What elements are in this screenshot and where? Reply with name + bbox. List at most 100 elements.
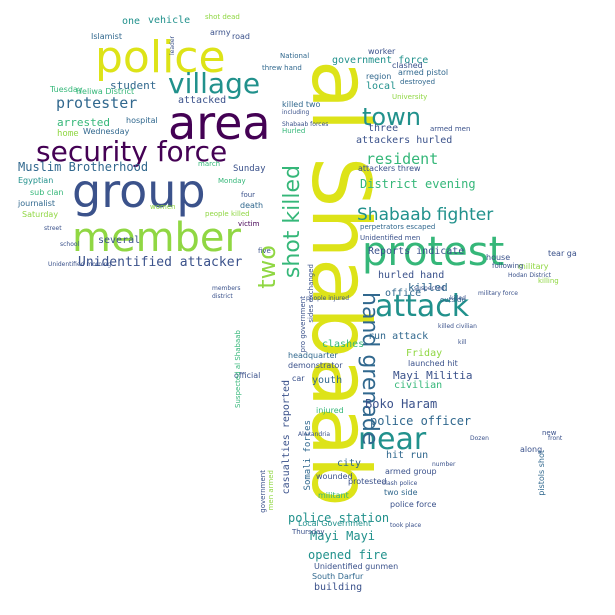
cloud-word: Hurled (282, 127, 306, 135)
cloud-word: hit run (386, 450, 429, 461)
cloud-word: five (258, 247, 271, 255)
cloud-word: leader (169, 36, 176, 56)
cloud-word: road (232, 32, 250, 41)
cloud-word: Friday (406, 348, 443, 359)
cloud-word: killed (450, 295, 466, 302)
cloud-word: student (110, 79, 157, 92)
cloud-word: worker (368, 47, 396, 56)
cloud-word: district (212, 293, 233, 300)
cloud-word: protester (56, 94, 138, 112)
cloud-word: Thursday (292, 528, 325, 536)
cloud-word: near (358, 422, 427, 457)
cloud-word: military (518, 262, 549, 271)
cloud-word: member (72, 215, 241, 261)
cloud-word: town (362, 103, 421, 131)
cloud-word: Local Government (298, 519, 372, 528)
cloud-word: victim (238, 220, 260, 228)
cloud-word: two side (384, 488, 418, 497)
cloud-word: government force (332, 55, 429, 66)
cloud-word: area (168, 96, 271, 150)
cloud-word: Muslim Brotherhood (18, 160, 149, 174)
cloud-word: region (366, 72, 392, 81)
cloud-word: sides exchanged (307, 264, 315, 323)
cloud-word: car (292, 374, 305, 383)
cloud-word: protested (348, 477, 387, 486)
cloud-word: vehicle (148, 15, 191, 26)
cloud-word: Unidentified men (360, 234, 421, 242)
cloud-word: street (44, 225, 62, 232)
cloud-word: civilian (394, 380, 443, 391)
cloud-word: Sunday (233, 164, 266, 174)
cloud-word: Saturday (22, 210, 59, 219)
cloud-word: army (210, 28, 231, 37)
cloud-word: police station (288, 511, 390, 525)
cloud-word: local (366, 81, 397, 92)
cloud-word: Unidentified gunmen (314, 562, 399, 571)
cloud-word: clash police (382, 480, 418, 487)
cloud-word: people injured (306, 295, 350, 302)
cloud-word: opened fire (308, 548, 388, 562)
cloud-word: Boko Haram (365, 397, 438, 411)
cloud-word: several (98, 235, 141, 246)
cloud-word: security force (36, 135, 228, 168)
cloud-word: death (240, 201, 264, 210)
cloud-word: killed civilian (438, 323, 477, 330)
cloud-word: front (548, 435, 563, 442)
cloud-word: attacked (178, 95, 227, 106)
cloud-word: people killed (205, 210, 250, 218)
cloud-word: outside (440, 296, 466, 304)
cloud-word: clashes (322, 339, 365, 350)
cloud-word: Unidentified attacker (78, 255, 243, 270)
cloud-word: wounded (316, 472, 353, 481)
cloud-word: Unidentified morning (48, 261, 112, 268)
cloud-word: number (432, 461, 456, 468)
cloud-word: pro government (299, 296, 307, 353)
cloud-word: Mayi Militia (393, 369, 473, 382)
cloud-word: three (368, 123, 399, 134)
cloud-word: journalist (18, 199, 56, 208)
cloud-word: men armed (267, 470, 275, 511)
cloud-word: hospital (126, 116, 158, 125)
cloud-word: pistols shot (537, 450, 546, 496)
cloud-word: following (492, 262, 524, 270)
cloud-word: shot killed (280, 165, 305, 279)
cloud-word: Monday (218, 177, 246, 185)
cloud-word: Dozen (470, 435, 489, 442)
cloud-word: school (60, 241, 80, 248)
cloud-word: arrested (57, 116, 110, 129)
cloud-word: four (241, 191, 256, 199)
cloud-word: Wednesday (83, 127, 130, 136)
cloud-word: along (520, 445, 543, 454)
cloud-word: suspected (414, 285, 445, 292)
cloud-word: building (314, 582, 363, 593)
cloud-word: University (392, 93, 428, 101)
cloud-word: police (95, 32, 226, 83)
cloud-word: Islamist (91, 32, 122, 41)
cloud-word: protest (362, 229, 505, 275)
cloud-word: perpetrators escaped (360, 223, 436, 231)
cloud-word: Heliwa District (76, 87, 135, 96)
cloud-word: hurled hand (378, 270, 445, 281)
cloud-word: took place (390, 522, 422, 529)
cloud-word: one (122, 16, 141, 27)
cloud-word: killed two (282, 100, 321, 109)
cloud-word: injured (316, 406, 344, 415)
cloud-word: shot dead (205, 13, 240, 21)
cloud-word: killing (538, 277, 559, 285)
cloud-word: demonstrator (288, 361, 343, 370)
cloud-word: military force (478, 290, 518, 297)
cloud-word: police force (390, 500, 437, 509)
cloud-word: city (337, 458, 362, 469)
cloud-word: armed group (385, 467, 437, 476)
cloud-word: attack (375, 289, 470, 324)
cloud-word: group (72, 164, 206, 218)
cloud-word: destroyed (400, 78, 436, 86)
cloud-word: office (385, 288, 422, 299)
cloud-word: attackers hurled (356, 135, 453, 146)
cloud-word: Egyptian (18, 176, 54, 185)
cloud-word: Shabaab forces (282, 121, 329, 128)
cloud-word: kill (458, 339, 467, 346)
cloud-word: village (168, 67, 261, 100)
cloud-word: government (259, 470, 267, 513)
